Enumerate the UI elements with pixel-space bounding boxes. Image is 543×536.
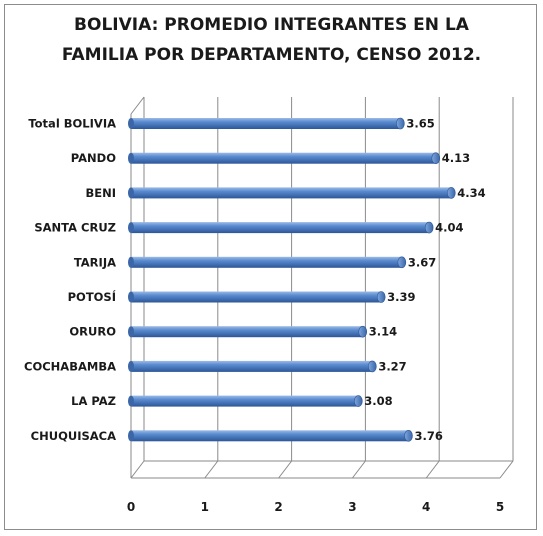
- bar-start-cap: [128, 326, 134, 338]
- category-label: COCHABAMBA: [24, 359, 116, 373]
- bars: [128, 117, 456, 442]
- gridline-depth-0: [130, 460, 145, 479]
- category-label: LA PAZ: [71, 394, 116, 408]
- bar-end-cap: [376, 291, 386, 303]
- chart-title: BOLIVIA: PROMEDIO INTEGRANTES EN LA FAMI…: [0, 10, 543, 70]
- gridline-depth-4: [425, 460, 440, 479]
- bar-end-cap: [358, 325, 368, 338]
- bar: [131, 326, 363, 338]
- bar-start-cap: [128, 291, 134, 303]
- bar-start-cap: [128, 256, 134, 268]
- x-tick-label: 4: [422, 500, 430, 514]
- category-label: Total BOLIVIA: [28, 117, 116, 131]
- value-label: 3.76: [414, 429, 442, 443]
- bar: [131, 118, 401, 129]
- value-label: 3.67: [408, 255, 436, 269]
- bar-start-cap: [128, 187, 134, 199]
- x-tick-label: 2: [274, 500, 282, 514]
- chart-title-line-2: FAMILIA POR DEPARTAMENTO, CENSO 2012.: [61, 45, 482, 65]
- bar-start-cap: [128, 430, 134, 442]
- bar-end-cap: [396, 117, 405, 130]
- bar-end-cap: [354, 395, 363, 407]
- bar-start-cap: [128, 222, 134, 234]
- x-tick-label: 1: [201, 500, 209, 514]
- bar: [131, 430, 409, 442]
- category-label: SANTA CRUZ: [34, 221, 116, 235]
- category-label: CHUQUISACA: [31, 429, 116, 443]
- bar: [131, 152, 436, 164]
- category-label: TARIJA: [74, 255, 116, 269]
- bar: [131, 360, 373, 372]
- bar: [131, 187, 452, 199]
- x-tick-label: 3: [348, 500, 356, 514]
- bar-end-cap: [368, 360, 377, 373]
- value-label: 3.14: [369, 325, 397, 339]
- bar-end-cap: [397, 256, 407, 269]
- value-label: 4.13: [442, 151, 470, 165]
- bar-end-cap: [446, 187, 456, 199]
- labels: 0 1 2 3 4 5 Total BOLIVIA 3.65 PANDO 4.13 BENI 4.34…: [24, 117, 504, 515]
- category-label: POTOSÍ: [68, 289, 116, 304]
- value-label: 3.39: [387, 290, 415, 304]
- value-label: 3.08: [364, 394, 392, 408]
- bar: [131, 395, 359, 407]
- gridline-depth-1: [204, 460, 219, 479]
- bar-end-cap: [431, 152, 441, 164]
- side-wall-top: [130, 96, 145, 115]
- bar-end-cap: [424, 221, 434, 234]
- x-tick-label: 5: [496, 500, 504, 514]
- chart-title-line-1: BOLIVIA: PROMEDIO INTEGRANTES EN LA: [74, 15, 469, 35]
- x-tick-label: 0: [127, 500, 135, 514]
- gridline-depth-3: [352, 460, 366, 479]
- bar-start-cap: [128, 360, 134, 372]
- gridline-depth-2: [278, 460, 292, 479]
- value-label: 4.34: [457, 186, 485, 200]
- value-label: 4.04: [435, 221, 463, 235]
- category-label: ORURO: [69, 325, 116, 339]
- bar: [131, 291, 382, 303]
- gridline-depth-5: [499, 460, 514, 479]
- bar-start-cap: [128, 395, 134, 407]
- category-label: PANDO: [71, 151, 116, 165]
- value-label: 3.27: [378, 359, 406, 373]
- value-label: 3.65: [406, 117, 434, 131]
- category-label: BENI: [85, 186, 116, 200]
- bar: [131, 256, 402, 268]
- bar-start-cap: [128, 118, 134, 129]
- bar-start-cap: [128, 152, 134, 164]
- bar-end-cap: [404, 429, 413, 442]
- bar: [131, 222, 430, 234]
